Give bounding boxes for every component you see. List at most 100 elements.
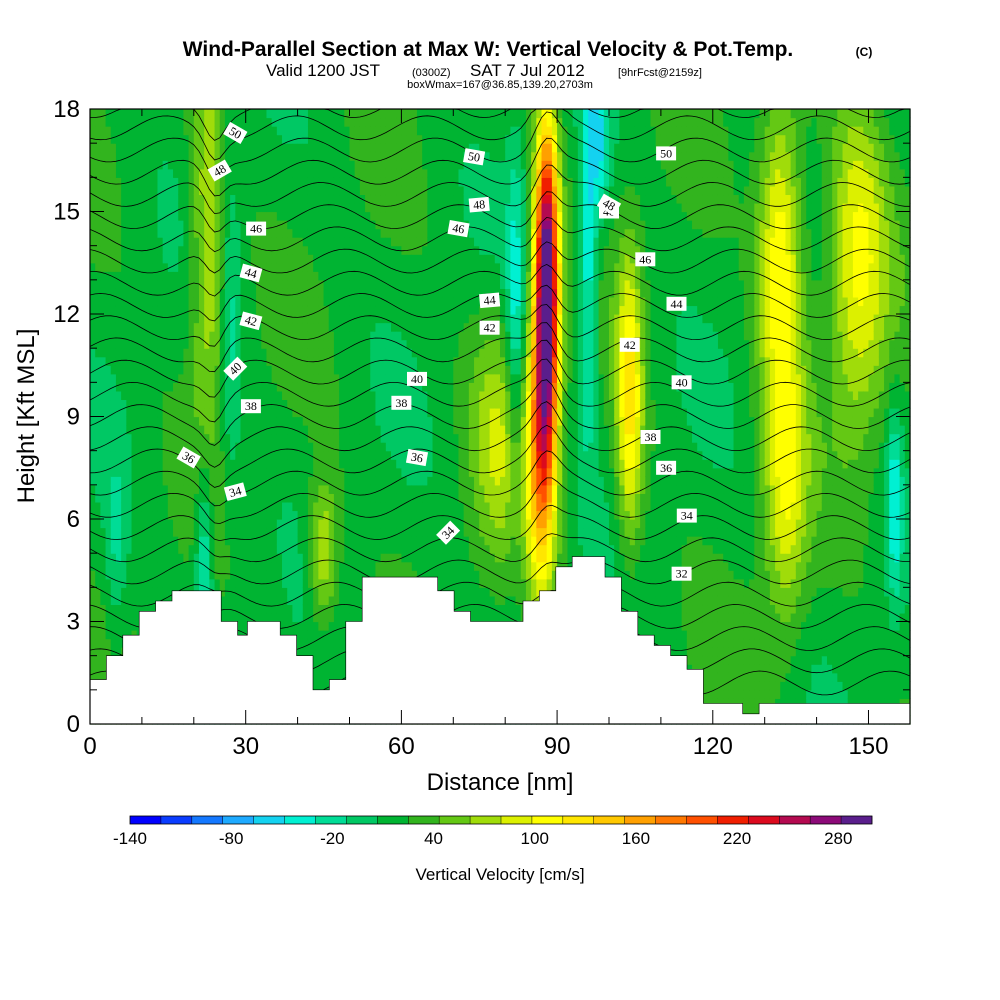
field-cell (147, 160, 153, 170)
field-cell (261, 527, 268, 537)
field-cell (391, 407, 397, 418)
field-cell (219, 459, 226, 469)
field-cell (147, 271, 153, 281)
field-cell (370, 510, 377, 520)
field-cell (178, 348, 185, 358)
field-cell (391, 143, 397, 153)
field-cell (427, 442, 434, 452)
field-cell (230, 314, 236, 324)
field-cell (95, 561, 101, 571)
field-cell (193, 314, 200, 324)
field-cell (136, 587, 143, 597)
field-cell (344, 382, 351, 392)
field-cell (157, 134, 164, 144)
field-cell (141, 322, 148, 332)
field-cell (131, 587, 138, 597)
field-cell (193, 407, 200, 418)
field-cell (354, 288, 361, 298)
field-cell (178, 168, 185, 178)
field-cell (188, 117, 195, 127)
field-cell (245, 527, 252, 537)
field-cell (126, 501, 133, 512)
field-cell (193, 331, 200, 341)
field-cell (198, 245, 205, 255)
field-cell (147, 228, 153, 238)
field-cell (370, 228, 377, 238)
field-cell (214, 143, 221, 153)
field-cell (167, 228, 174, 238)
field-cell (333, 160, 340, 170)
field-cell (359, 450, 366, 460)
field-cell (411, 356, 418, 366)
field-cell (302, 630, 309, 640)
field-cell (157, 296, 164, 307)
field-cell (313, 442, 319, 452)
field-cell (188, 399, 195, 409)
field-cell (307, 160, 314, 170)
field-cell (442, 245, 449, 255)
field-cell (131, 228, 138, 238)
field-cell (90, 612, 96, 623)
field-cell (157, 117, 164, 127)
field-cell (183, 117, 190, 127)
field-cell (90, 655, 96, 665)
field-cell (396, 296, 402, 307)
field-cell (167, 390, 174, 401)
field-cell (365, 314, 371, 324)
field-cell (178, 237, 185, 247)
field-cell (100, 109, 107, 119)
field-cell (95, 348, 101, 358)
field-cell (100, 126, 107, 136)
field-cell (307, 356, 314, 366)
field-cell (90, 177, 96, 187)
field-cell (349, 365, 356, 375)
field-cell (95, 407, 101, 418)
field-cell (256, 185, 262, 196)
field-cell (276, 151, 283, 161)
field-cell (162, 160, 169, 170)
field-cell (167, 578, 174, 588)
field-cell (193, 254, 200, 264)
field-cell (219, 134, 226, 144)
field-cell (193, 177, 200, 187)
field-cell (204, 578, 210, 588)
field-cell (256, 612, 262, 623)
field-cell (292, 348, 299, 358)
field-cell (406, 519, 413, 529)
field-cell (375, 399, 382, 409)
field-cell (349, 151, 356, 161)
field-cell (214, 407, 221, 418)
field-cell (183, 151, 190, 161)
field-cell (422, 339, 428, 349)
field-cell (261, 279, 268, 289)
field-cell (328, 459, 335, 469)
field-cell (224, 553, 231, 563)
field-cell (136, 117, 143, 127)
field-cell (152, 339, 159, 349)
field-cell (214, 228, 221, 238)
field-cell (406, 228, 413, 238)
field-cell (224, 476, 231, 486)
field-cell (406, 365, 413, 375)
field-cell (276, 331, 283, 341)
field-cell (240, 245, 247, 255)
field-cell (411, 262, 418, 272)
field-cell (178, 202, 185, 213)
field-cell (90, 433, 96, 443)
field-cell (302, 314, 309, 324)
field-cell (375, 288, 382, 298)
field-cell (209, 373, 216, 383)
field-cell (339, 450, 345, 460)
field-cell (391, 211, 397, 221)
field-cell (90, 373, 96, 383)
field-cell (115, 630, 122, 640)
field-cell (271, 314, 278, 324)
field-cell (349, 553, 356, 563)
field-cell (131, 510, 138, 520)
field-cell (396, 177, 402, 187)
field-cell (219, 194, 226, 204)
field-cell (276, 254, 283, 264)
field-cell (100, 331, 107, 341)
field-cell (256, 587, 262, 597)
field-cell (411, 519, 418, 529)
